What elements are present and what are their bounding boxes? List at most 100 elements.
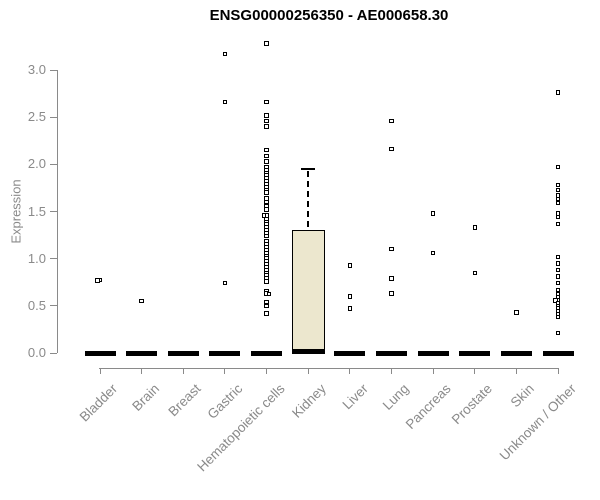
- x-axis-tick: [474, 368, 476, 374]
- x-axis-tick: [390, 368, 392, 374]
- data-point: [555, 267, 561, 273]
- data-point: [555, 261, 561, 266]
- x-axis-tick-label: Breast: [165, 381, 204, 420]
- data-point: [222, 51, 228, 57]
- data-point: [347, 263, 353, 268]
- data-point: [389, 276, 394, 281]
- y-axis-tick-label: 1.5: [27, 203, 46, 219]
- data-point: [264, 303, 269, 309]
- x-axis-tick-label: Unknown / Other: [496, 381, 579, 464]
- data-point: [555, 330, 561, 336]
- box-iqr: [291, 230, 325, 353]
- x-axis-tick-label: Brain: [129, 381, 163, 414]
- y-axis-tick: [50, 163, 57, 165]
- median-line: [209, 350, 241, 356]
- y-axis-tick: [50, 352, 57, 354]
- median-line: [375, 350, 407, 356]
- data-point: [389, 291, 394, 296]
- whisker-cap: [301, 168, 316, 171]
- chart-title: ENSG00000256350 - AE000658.30: [209, 7, 449, 24]
- y-axis-tick: [50, 116, 57, 118]
- data-point: [222, 280, 228, 286]
- data-point: [222, 99, 228, 105]
- data-point: [261, 213, 267, 218]
- x-axis-line: [99, 368, 559, 369]
- x-axis-tick: [349, 368, 351, 374]
- data-point: [555, 254, 561, 260]
- data-point: [264, 147, 269, 153]
- x-axis-tick: [182, 368, 184, 374]
- x-axis-tick-label: Gastric: [204, 381, 246, 422]
- data-point: [514, 310, 519, 315]
- y-axis-tick: [50, 258, 57, 260]
- data-point: [555, 314, 561, 320]
- x-axis-tick: [99, 368, 101, 374]
- x-axis-tick: [515, 368, 517, 374]
- y-axis-tick: [50, 211, 57, 212]
- data-point: [264, 279, 269, 284]
- y-axis-line: [57, 70, 58, 353]
- data-point: [266, 291, 272, 297]
- median-line: [84, 350, 116, 356]
- x-axis-tick-label: Skin: [507, 381, 538, 411]
- data-point: [264, 311, 269, 316]
- median-line: [459, 350, 491, 356]
- data-point: [264, 153, 269, 159]
- data-point: [264, 233, 269, 239]
- data-point: [347, 294, 353, 299]
- data-point: [472, 225, 477, 230]
- x-axis-tick-label: Lung: [380, 381, 413, 413]
- median-line: [542, 350, 574, 356]
- x-axis-tick-label: Bladder: [77, 381, 121, 425]
- x-axis-tick-label: Prostate: [449, 381, 496, 428]
- data-point: [430, 250, 436, 256]
- data-point: [347, 306, 353, 311]
- data-point: [264, 159, 269, 164]
- data-point: [139, 298, 144, 304]
- data-point: [389, 118, 394, 124]
- data-point: [95, 278, 100, 283]
- x-axis-tick: [307, 368, 309, 374]
- data-point: [555, 274, 561, 279]
- data-point: [472, 270, 477, 276]
- data-point: [553, 298, 558, 303]
- data-point: [555, 221, 561, 226]
- data-point: [264, 124, 269, 129]
- x-axis-tick-label: Kidney: [289, 381, 329, 421]
- data-point: [389, 146, 394, 152]
- data-point: [555, 182, 561, 188]
- data-point: [389, 246, 394, 252]
- x-axis-tick: [557, 368, 559, 374]
- y-axis-tick: [50, 69, 57, 71]
- data-point: [555, 187, 561, 193]
- data-point: [430, 211, 436, 216]
- data-point: [264, 207, 269, 212]
- median-line: [167, 350, 199, 356]
- data-point: [555, 200, 561, 206]
- data-point: [264, 113, 269, 118]
- data-point: [555, 214, 561, 220]
- y-axis-tick-label: 1.0: [27, 250, 46, 266]
- median-line: [417, 350, 449, 356]
- data-point: [555, 280, 561, 286]
- x-axis-tick: [266, 368, 268, 374]
- median-line: [500, 350, 532, 356]
- x-axis-tick-label: Liver: [339, 381, 371, 413]
- y-axis-tick-label: 0.0: [27, 345, 46, 360]
- x-axis-tick: [432, 368, 434, 374]
- x-axis-tick: [141, 368, 143, 374]
- median-line: [126, 350, 158, 356]
- data-point: [264, 41, 269, 46]
- x-axis-tick: [224, 368, 226, 374]
- y-axis-tick: [50, 305, 57, 307]
- data-point: [264, 99, 269, 105]
- y-axis-tick-label: 2.5: [27, 109, 46, 125]
- median-line: [334, 350, 366, 356]
- data-point: [555, 287, 561, 293]
- y-axis-tick-label: 3.0: [27, 62, 46, 77]
- x-axis-tick-label: Pancreas: [402, 381, 454, 432]
- y-axis-tick-label: 2.0: [27, 156, 46, 172]
- y-axis-tick-label: 0.5: [27, 297, 46, 313]
- data-point: [264, 118, 269, 124]
